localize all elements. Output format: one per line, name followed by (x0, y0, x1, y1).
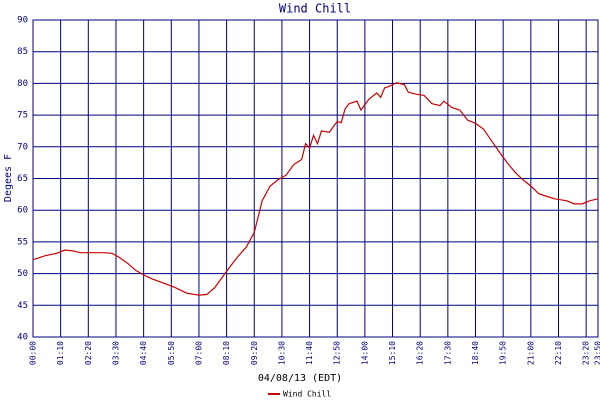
y-tick-label: 60 (17, 206, 28, 216)
x-tick-label: 23:20 (582, 341, 591, 365)
x-tick-label: 17:30 (443, 341, 452, 365)
x-tick-label: 01:10 (56, 341, 65, 365)
y-tick-label: 80 (17, 79, 28, 89)
x-tick-label: 23:50 (594, 341, 600, 365)
x-tick-label: 00:00 (29, 341, 38, 365)
x-tick-label: 18:40 (471, 341, 480, 365)
x-tick-label: 02:20 (84, 341, 93, 365)
x-tick-label: 21:00 (526, 341, 535, 365)
x-tick-label: 08:10 (222, 341, 231, 365)
y-tick-label: 85 (17, 47, 28, 57)
x-tick-label: 07:00 (194, 341, 203, 365)
x-tick-label: 04:40 (139, 341, 148, 365)
y-tick-label: 55 (17, 237, 28, 247)
y-axis-label: Degees F (3, 154, 14, 202)
y-tick-label: 70 (17, 142, 28, 152)
x-tick-label: 12:50 (333, 341, 342, 365)
y-tick-label: 45 (17, 301, 28, 311)
y-tick-label: 65 (17, 174, 28, 184)
x-tick-label: 10:30 (277, 341, 286, 365)
x-tick-label: 03:30 (111, 341, 120, 365)
y-tick-label: 90 (17, 16, 28, 26)
x-tick-label: 05:50 (167, 341, 176, 365)
x-tick-label: 11:40 (305, 341, 314, 365)
legend-label: Wind Chill (283, 390, 331, 399)
x-axis-label: 04/08/13 (EDT) (258, 373, 342, 384)
x-tick-label: 22:10 (554, 341, 563, 365)
x-tick-label: 16:20 (416, 341, 425, 365)
y-tick-label: 40 (17, 333, 28, 343)
x-tick-label: 14:00 (360, 341, 369, 365)
y-tick-label: 50 (17, 269, 28, 279)
x-tick-label: 15:10 (388, 341, 397, 365)
chart-title: Wind Chill (279, 2, 351, 16)
x-tick-label: 09:20 (250, 341, 259, 365)
y-tick-label: 75 (17, 111, 28, 121)
x-tick-label: 19:50 (499, 341, 508, 365)
